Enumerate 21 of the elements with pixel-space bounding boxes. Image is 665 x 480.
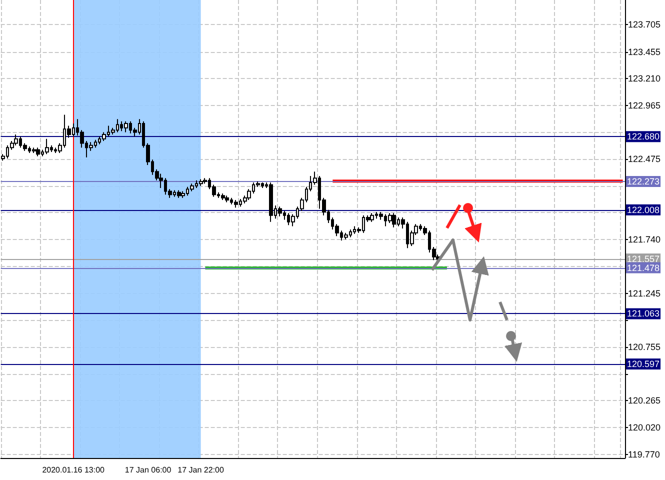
- x-tick-label: 2020.01.16 13:00: [42, 466, 106, 474]
- y-tick-label: 120.755: [628, 342, 661, 352]
- ref-line-label: 121.478: [627, 262, 660, 273]
- y-tick-label: 122.475: [628, 154, 661, 164]
- ref-line-label: 121.557: [627, 254, 660, 264]
- y-tick-label: 121.740: [628, 234, 661, 244]
- y-tick-label: 123.455: [628, 46, 661, 57]
- y-tick-label: 122.965: [628, 100, 661, 110]
- y-tick-label: 120.020: [628, 422, 661, 432]
- y-tick-label: 121.245: [628, 288, 661, 298]
- y-tick-label: 119.770: [628, 450, 660, 460]
- ref-line-label: 120.597: [627, 358, 660, 369]
- ref-line-label: 121.063: [627, 308, 660, 319]
- ref-line-label: 122.008: [627, 204, 660, 215]
- y-tick-label: 120.265: [628, 396, 661, 406]
- ref-line-label: 122.273: [627, 176, 660, 186]
- y-tick-label: 123.705: [628, 20, 661, 30]
- x-tick-label: 17 Jan 06:00: [124, 466, 172, 474]
- x-tick-label: 17 Jan 22:00: [178, 466, 224, 474]
- ref-line-label: 122.680: [627, 132, 660, 142]
- y-tick-label: 123.210: [628, 74, 661, 84]
